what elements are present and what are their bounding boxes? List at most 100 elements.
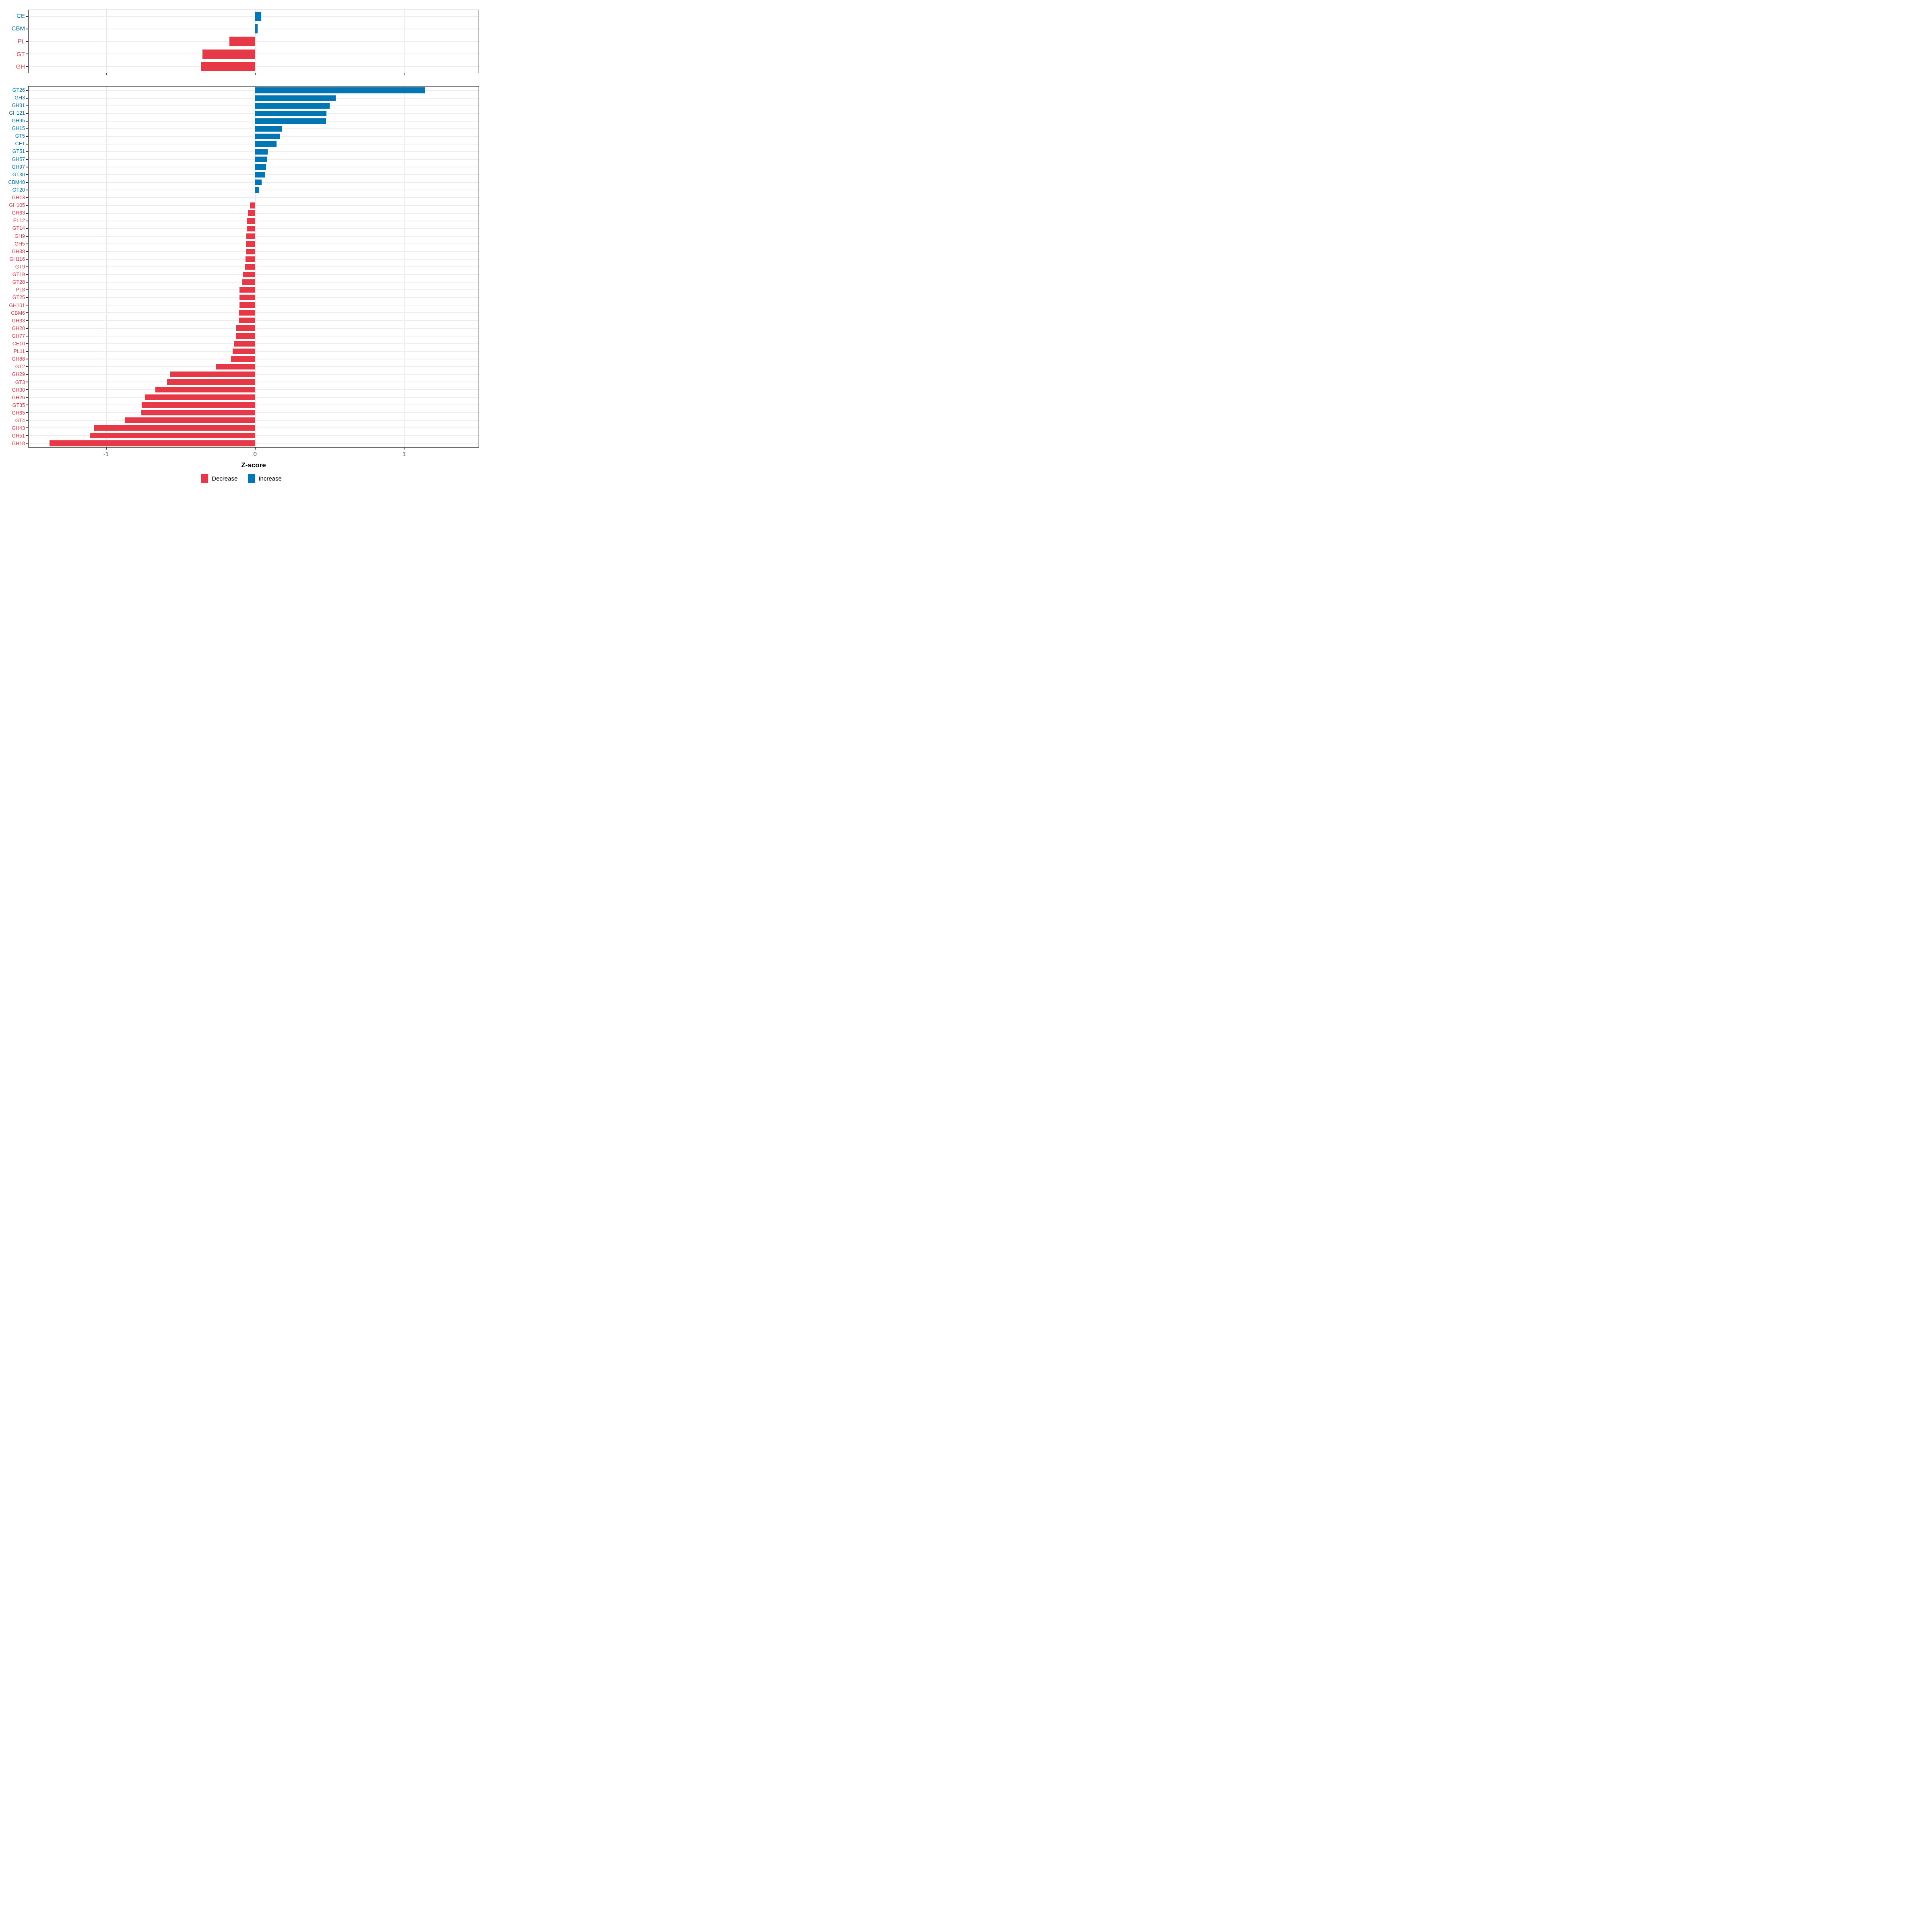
bar-GT25 — [239, 295, 255, 301]
y-label-GH97: GH97 — [12, 164, 25, 170]
legend-label-increase: Increase — [258, 475, 282, 482]
y-tick-mark — [26, 113, 28, 114]
y-label-GH121: GH121 — [9, 110, 25, 116]
y-label-GH9: GH9 — [14, 233, 25, 239]
y-label-GT26: GT26 — [12, 87, 25, 93]
y-label-GH38: GH38 — [12, 248, 25, 254]
y-label-GH13: GH13 — [12, 195, 25, 201]
bar-GT30 — [255, 172, 265, 178]
y-tick-mark — [26, 66, 28, 67]
y-label-GH33: GH33 — [12, 318, 25, 324]
legend-item-decrease: Decrease — [201, 474, 237, 483]
y-label-GH65: GH65 — [12, 410, 25, 416]
bar-GH5 — [246, 241, 255, 247]
bar-GT35 — [142, 402, 255, 408]
x-tick-mark — [403, 73, 405, 75]
y-tick-mark — [26, 374, 28, 375]
y-label-GT25: GT25 — [12, 295, 25, 301]
decrease-swatch — [201, 474, 208, 483]
bar-CE1 — [255, 141, 277, 147]
bar-GT4 — [124, 417, 255, 423]
legend: Decrease Increase — [0, 474, 483, 483]
y-label-GH: GH — [16, 63, 25, 70]
y-label-GT51: GT51 — [12, 149, 25, 155]
y-label-CE10: CE10 — [12, 341, 25, 347]
bar-GH — [200, 62, 255, 71]
bar-CBM48 — [255, 180, 262, 186]
class-axis-labels: CE CBM PL GT GH — [0, 10, 25, 73]
y-tick-mark — [26, 312, 28, 314]
y-label-GH20: GH20 — [12, 325, 25, 331]
y-label-GH43: GH43 — [12, 425, 25, 431]
y-label-GH29: GH29 — [12, 372, 25, 378]
y-label-GT9: GT9 — [15, 264, 25, 270]
y-label-GT2: GT2 — [15, 364, 25, 370]
y-tick-mark — [26, 266, 28, 267]
zscore-bar-figure: CE CBM PL GT GH -1 0 1 GT26 GH3 GH31 GH121 GH95 GH1… — [0, 0, 483, 483]
bar-GT2 — [216, 363, 255, 369]
bar-CE10 — [234, 341, 255, 347]
y-label-PL8: PL8 — [16, 287, 25, 293]
y-label-GH63: GH63 — [12, 210, 25, 216]
bar-GT51 — [255, 149, 268, 155]
y-tick-mark — [26, 420, 28, 421]
gridline-row — [29, 159, 479, 160]
bar-GH95 — [255, 118, 326, 124]
y-label-GH18: GH18 — [12, 441, 25, 447]
y-label-GH51: GH51 — [12, 433, 25, 439]
y-tick-mark — [26, 235, 28, 237]
y-label-GH95: GH95 — [12, 118, 25, 124]
y-tick-mark — [26, 213, 28, 214]
y-label-GH101: GH101 — [9, 302, 25, 308]
y-label-GT30: GT30 — [12, 171, 25, 178]
x-tick-label: 0 — [253, 451, 257, 458]
y-label-GH26: GH26 — [12, 394, 25, 400]
y-label-GH105: GH105 — [9, 202, 25, 208]
y-label-GH77: GH77 — [12, 333, 25, 339]
y-label-CBM6: CBM6 — [11, 310, 25, 316]
y-label-CBM: CBM — [11, 25, 25, 32]
y-tick-mark — [26, 97, 28, 99]
bar-GH30 — [155, 386, 255, 393]
y-tick-mark — [26, 412, 28, 413]
y-tick-mark — [26, 343, 28, 344]
x-tick-mark — [105, 73, 107, 75]
x-tick-mark — [254, 447, 256, 450]
bar-GH88 — [231, 356, 255, 362]
y-tick-mark — [26, 389, 28, 390]
y-label-GT4: GT4 — [15, 418, 25, 424]
bar-GT19 — [242, 272, 255, 278]
bar-GH38 — [246, 248, 255, 254]
gridline-row — [29, 105, 479, 106]
y-tick-mark — [26, 328, 28, 329]
bar-GT9 — [245, 264, 255, 270]
bar-GH43 — [94, 425, 255, 431]
legend-label-decrease: Decrease — [212, 475, 238, 482]
y-tick-mark — [26, 351, 28, 352]
family-panel: -1 0 1 — [26, 86, 479, 458]
y-label-CE1: CE1 — [15, 141, 25, 147]
y-tick-mark — [26, 41, 28, 42]
bar-GH20 — [236, 325, 255, 331]
y-label-GT28: GT28 — [12, 279, 25, 285]
bar-GH121 — [255, 110, 327, 116]
x-tick-mark — [403, 447, 405, 450]
y-label-GT20: GT20 — [12, 187, 25, 193]
gridline-row — [29, 90, 479, 91]
family-axis-labels: GT26 GH3 GH31 GH121 GH95 GH15 GT5 CE1 GT51 GH57 GH… — [0, 86, 25, 448]
bar-CBM6 — [239, 310, 255, 316]
bar-GT — [202, 49, 255, 59]
gridline-row — [29, 120, 479, 122]
y-label-GH15: GH15 — [12, 126, 25, 132]
bar-CE — [255, 12, 261, 21]
bar-PL11 — [233, 348, 255, 354]
gridline-row — [29, 182, 479, 183]
y-tick-mark — [26, 443, 28, 444]
bar-GH116 — [246, 256, 255, 262]
y-label-GT19: GT19 — [12, 272, 25, 278]
y-label-PL12: PL12 — [13, 218, 25, 224]
x-axis-title: Z-score — [241, 461, 266, 469]
x-tick-label: 1 — [402, 451, 406, 458]
bar-GT28 — [242, 279, 255, 285]
bar-GT5 — [255, 133, 280, 139]
